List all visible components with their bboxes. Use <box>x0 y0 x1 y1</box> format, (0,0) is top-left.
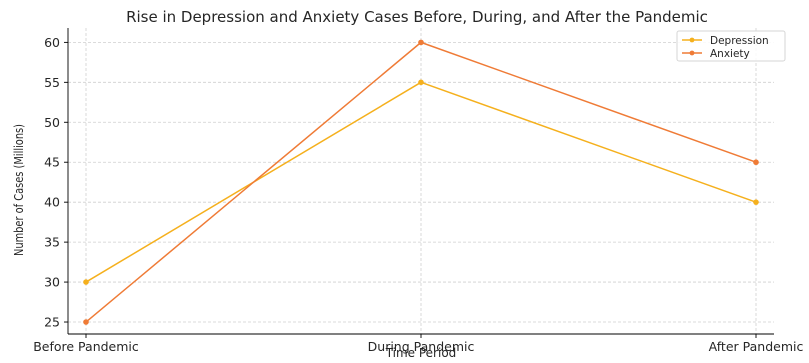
legend-box <box>676 30 786 62</box>
y-tick-label-45: 45 <box>44 155 60 170</box>
series-layer <box>83 39 759 325</box>
y-tick-label-60: 60 <box>44 35 60 50</box>
legend-label-anxiety: Anxiety <box>710 48 750 60</box>
grid-layer <box>68 28 774 334</box>
data-point-depression-1 <box>418 79 424 86</box>
y-tick-label-30: 30 <box>44 275 60 290</box>
legend-marker-anxiety <box>689 50 695 56</box>
legend-marker-depression <box>689 37 695 43</box>
legend-label-depression: Depression <box>710 35 769 47</box>
x-tick-label-1: During Pandemic <box>368 339 475 354</box>
data-point-depression-0 <box>83 279 89 285</box>
legend-item-depression: Depression <box>682 35 769 47</box>
data-point-anxiety-1 <box>418 39 424 46</box>
chart-title: Rise in Depression and Anxiety Cases Bef… <box>126 8 708 26</box>
axes-layer: 25 30 35 40 45 50 55 60 Before Pandemic During Pa… <box>33 28 803 354</box>
legend-item-anxiety: Anxiety <box>682 48 750 60</box>
y-tick-label-25: 25 <box>44 315 60 330</box>
legend: Depression Anxiety <box>676 30 786 62</box>
data-point-depression-2 <box>753 199 759 205</box>
x-tick-label-2: After Pandemic <box>709 339 804 354</box>
y-tick-label-55: 55 <box>44 75 60 90</box>
y-tick-label-50: 50 <box>44 115 60 130</box>
series-line-depression <box>85 81 757 283</box>
y-tick-label-40: 40 <box>44 195 60 210</box>
y-axis-label: Number of Cases (Millions) <box>12 124 26 256</box>
x-tick-label-0: Before Pandemic <box>33 339 139 354</box>
x-axis-label: Time Period <box>385 346 457 360</box>
data-point-anxiety-0 <box>83 319 89 325</box>
y-tick-label-35: 35 <box>44 235 60 250</box>
data-point-anxiety-2 <box>753 159 759 166</box>
